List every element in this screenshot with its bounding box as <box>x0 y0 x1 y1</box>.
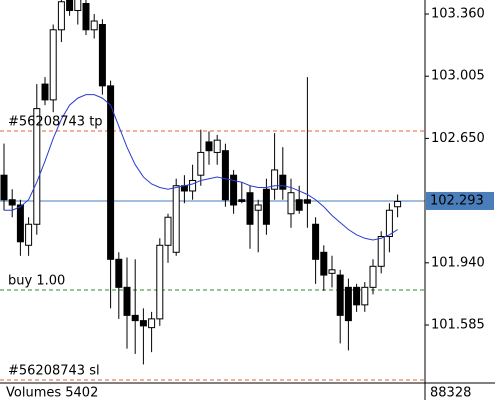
candle-body <box>90 20 98 31</box>
candle-body <box>271 169 279 190</box>
current-price-label: 102.293 <box>430 193 484 208</box>
candle-body <box>369 265 377 288</box>
y-tick-label: 101.585 <box>431 318 485 333</box>
candle-body <box>221 150 229 201</box>
candle-body <box>107 85 115 260</box>
candle-body <box>303 199 311 204</box>
candle-body <box>123 286 131 316</box>
level-label: buy 1.00 <box>8 273 65 288</box>
candle-body <box>246 192 254 225</box>
candle-body <box>115 258 123 288</box>
candle-body <box>344 286 352 322</box>
candle-body <box>377 236 385 267</box>
candle-body <box>74 0 82 12</box>
level-label: #56208743 sl <box>8 364 100 379</box>
y-tick-label: 103.360 <box>431 7 485 22</box>
candle-body <box>385 209 393 238</box>
candle-body <box>189 179 197 192</box>
candle-body <box>328 269 336 274</box>
volume-axis-label: 88328 <box>430 386 471 400</box>
candle-body <box>57 1 65 31</box>
candle-body <box>49 29 57 101</box>
current-price-box <box>426 191 494 210</box>
level-label: #56208743 tp <box>8 115 103 130</box>
candle-body <box>213 139 221 153</box>
candle-body <box>353 286 361 306</box>
candle-body <box>25 223 33 246</box>
y-tick-label: 103.005 <box>431 69 485 84</box>
candle-body <box>148 318 156 329</box>
candle-body <box>279 174 287 190</box>
candle-body <box>33 108 41 225</box>
candle-body <box>139 320 147 327</box>
y-tick-label: 102.650 <box>431 131 485 146</box>
candle-body <box>230 174 238 206</box>
candle-body <box>8 199 16 206</box>
candle-body <box>320 251 328 276</box>
y-tick-label: 101.940 <box>431 255 485 270</box>
candle-body <box>336 274 344 316</box>
candle-body <box>16 204 24 243</box>
candle-body <box>361 286 369 306</box>
candle-body <box>156 244 164 320</box>
candle-body <box>0 174 8 201</box>
candle-body <box>82 3 90 31</box>
candle-body <box>287 192 295 215</box>
candle-body <box>254 204 262 211</box>
candle-body <box>197 151 205 176</box>
candle-body <box>164 216 172 246</box>
candle-body <box>172 185 180 253</box>
moving-average <box>4 94 398 241</box>
candle-body <box>205 141 213 152</box>
candle-body <box>394 200 402 208</box>
candle-body <box>98 24 106 87</box>
candle-body <box>41 83 49 101</box>
candle-body <box>312 223 320 260</box>
plot-area <box>0 0 425 381</box>
candle-body <box>262 188 270 225</box>
candle-body <box>66 0 74 12</box>
volume-label: Volumes 5402 <box>6 386 98 400</box>
candle-body <box>295 199 303 211</box>
candle-body <box>238 199 246 202</box>
candle-body <box>131 314 139 322</box>
